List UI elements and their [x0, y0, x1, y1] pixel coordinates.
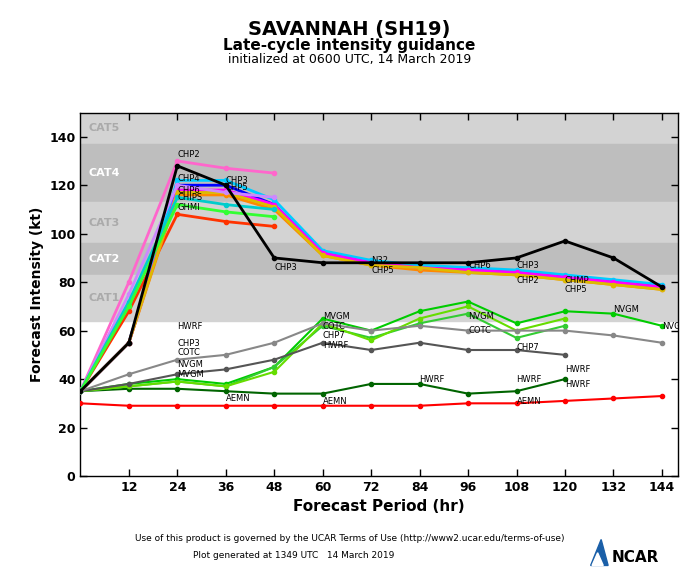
Text: CHP2: CHP2 [178, 149, 200, 159]
Text: CAT5: CAT5 [89, 123, 120, 133]
X-axis label: Forecast Period (hr): Forecast Period (hr) [294, 500, 465, 515]
Text: CAT1: CAT1 [89, 293, 120, 303]
Text: CHIPS: CHIPS [178, 193, 203, 202]
Text: HWRF: HWRF [565, 365, 591, 374]
Text: CHP4: CHP4 [178, 174, 200, 183]
Text: MVGM: MVGM [323, 312, 350, 321]
Text: CAT3: CAT3 [89, 218, 120, 228]
Text: MVGM: MVGM [178, 370, 204, 379]
Text: COTC: COTC [323, 321, 345, 331]
Text: HWRF: HWRF [565, 380, 591, 389]
Text: AEMN: AEMN [323, 397, 347, 406]
Text: NVGM: NVGM [468, 312, 494, 321]
Y-axis label: Forecast Intensity (kt): Forecast Intensity (kt) [30, 207, 44, 382]
Text: Use of this product is governed by the UCAR Terms of Use (http://www2.ucar.edu/t: Use of this product is governed by the U… [135, 534, 564, 543]
Text: COTC: COTC [178, 349, 200, 357]
Text: HWRF: HWRF [419, 375, 445, 384]
Text: AEMN: AEMN [517, 397, 541, 406]
Text: GHMI: GHMI [178, 203, 200, 212]
Text: CHMP: CHMP [565, 276, 589, 284]
Text: CAT4: CAT4 [89, 168, 120, 178]
Text: CHP3: CHP3 [178, 339, 200, 347]
Text: CHP6: CHP6 [178, 186, 200, 195]
Text: COTC: COTC [468, 327, 491, 335]
Text: Plot generated at 1349 UTC   14 March 2019: Plot generated at 1349 UTC 14 March 2019 [193, 551, 394, 560]
Text: HWRF: HWRF [517, 375, 542, 384]
Text: initialized at 0600 UTC, 14 March 2019: initialized at 0600 UTC, 14 March 2019 [228, 53, 471, 66]
Bar [80, 144, 678, 202]
Text: NVGM: NVGM [614, 305, 640, 314]
Bar [80, 113, 678, 144]
Text: NCAR: NCAR [612, 550, 659, 565]
Text: HWRF: HWRF [323, 341, 348, 350]
Text: CHP5: CHP5 [565, 285, 588, 294]
Text: CHP2: CHP2 [517, 276, 539, 284]
Bar [80, 202, 678, 243]
Text: Late-cycle intensity guidance: Late-cycle intensity guidance [223, 38, 476, 53]
Bar [80, 243, 678, 275]
Text: CHP6: CHP6 [468, 261, 491, 270]
Text: CHP5: CHP5 [226, 183, 248, 193]
Text: N32: N32 [371, 256, 388, 265]
Text: HWRF: HWRF [178, 321, 203, 331]
Text: NVGM: NVGM [662, 321, 688, 331]
Text: CHP3: CHP3 [517, 261, 539, 270]
Text: AEMN: AEMN [226, 394, 250, 403]
Text: CHP5: CHP5 [371, 266, 394, 275]
Text: SAVANNAH (SH19): SAVANNAH (SH19) [248, 20, 451, 39]
Text: CHP7: CHP7 [323, 331, 345, 340]
Text: CHP7: CHP7 [517, 343, 539, 353]
Text: CHP3: CHP3 [274, 264, 297, 272]
Bar [80, 275, 678, 321]
Text: CHP3: CHP3 [226, 176, 249, 185]
Text: CAT2: CAT2 [89, 254, 120, 264]
Text: NVGM: NVGM [178, 361, 203, 369]
